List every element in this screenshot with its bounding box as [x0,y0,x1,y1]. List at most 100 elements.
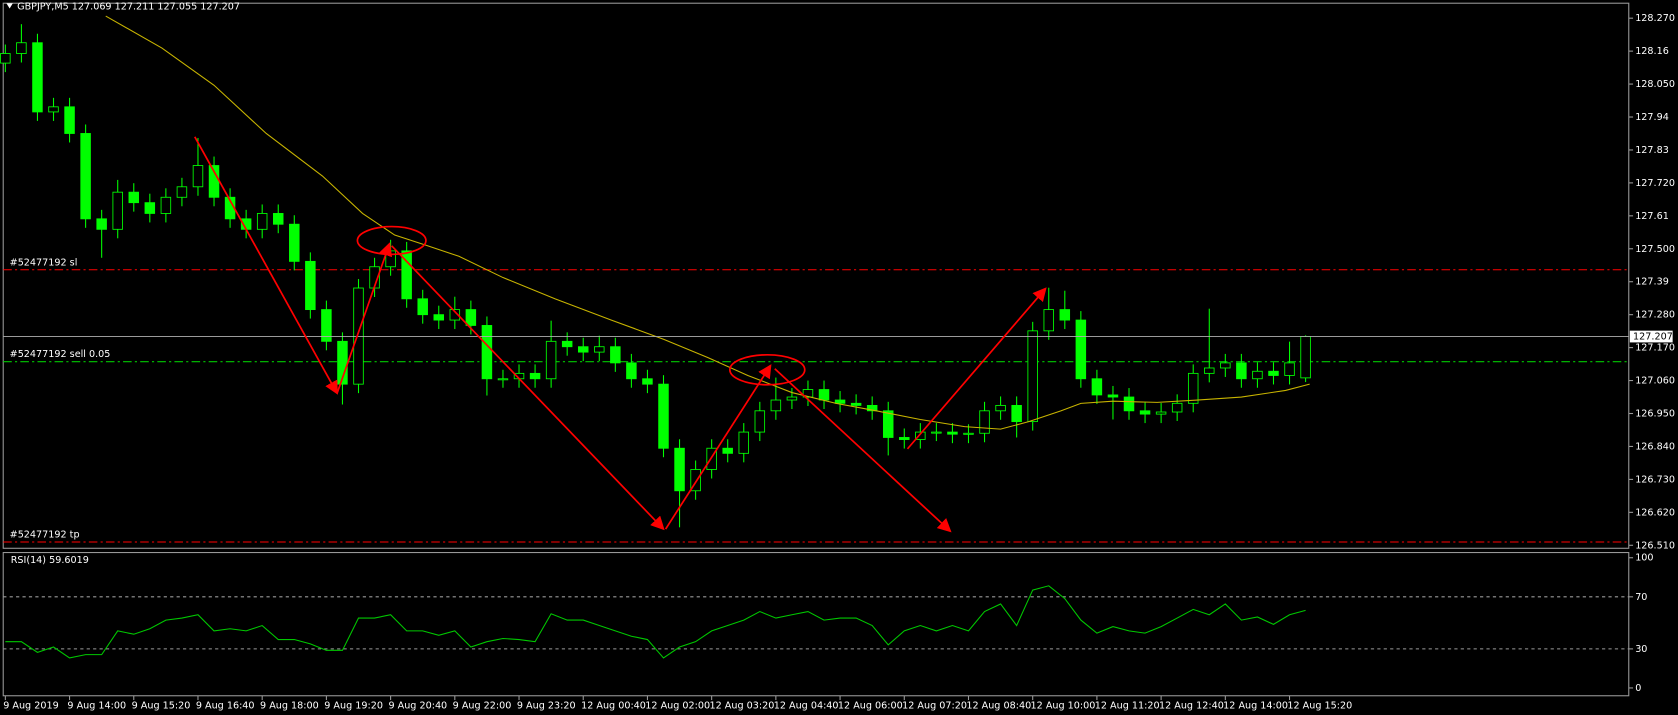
candle-body [947,431,958,435]
candle-body [289,223,300,262]
candle-body [128,191,140,204]
annotations [194,136,1047,533]
candle-body [272,213,284,225]
x-tick-label: 9 Aug 20:40 [388,700,447,711]
x-tick-label: 12 Aug 15:20 [1287,700,1352,711]
y-tick-label: 100 [1635,553,1653,564]
candle-body [915,431,926,440]
highlight-ellipse [728,353,806,386]
candle-body [80,133,91,220]
y-tick-label: 128.16 [1635,46,1669,57]
x-tick-label: 12 Aug 00:40 [581,700,646,711]
candle-body [1059,309,1071,321]
order-label: #52477192 tp [10,530,80,541]
y-tick-label: 127.060 [1635,376,1675,387]
candle-body [866,404,878,412]
candle-body [770,399,782,412]
candle-body [160,196,172,214]
candle-body [417,298,428,316]
candle-body [1091,378,1103,396]
x-tick-label: 9 Aug 14:00 [67,700,126,711]
y-tick-label: 127.94 [1635,112,1669,123]
y-tick-label: 127.280 [1635,310,1675,321]
y-tick-label: 128.050 [1635,79,1675,90]
x-tick-label: 9 Aug 2019 [3,700,58,711]
candle-body [433,314,445,321]
candle-body [1252,370,1263,380]
x-tick-label: 9 Aug 15:20 [132,700,191,711]
candle-body [192,165,204,188]
order-label: #52477192 sl [10,257,78,268]
y-tick-label: 127.61 [1635,211,1669,222]
candle-body [0,53,11,64]
y-tick-label: 126.840 [1635,441,1675,452]
candle-body [401,250,412,300]
highlight-ellipse [356,225,427,256]
x-tick-label: 12 Aug 07:20 [902,700,967,711]
order-label: #52477192 sell 0.05 [10,349,111,360]
candle-body [786,396,798,401]
y-tick-label: 126.950 [1635,409,1675,420]
x-tick-label: 12 Aug 08:40 [966,700,1031,711]
candle-body [610,346,621,364]
y-tick-label: 127.83 [1635,145,1669,156]
candle-body [1187,372,1199,404]
candle-body [754,410,766,433]
candle-body [48,106,59,113]
candle-body [738,431,750,454]
candle-body [144,202,156,214]
candle-body [96,218,107,230]
candle-body [1204,367,1215,374]
candle-body [1236,362,1247,380]
candle-body [577,346,589,353]
candle-body [16,42,27,54]
candle-body [882,410,894,438]
candle-body [690,469,701,492]
y-tick-label: 127.720 [1635,178,1675,189]
y-tick-label: 126.730 [1635,474,1675,485]
x-tick-label: 12 Aug 11:20 [1095,700,1160,711]
candle-body [818,389,830,401]
candle-body [979,410,990,434]
candle-body [561,340,573,348]
candle-body [64,106,75,134]
candle-body [899,437,910,440]
x-tick-label: 12 Aug 02:00 [645,700,710,711]
candle-body [594,346,605,353]
candle-body [1027,330,1038,423]
candle-body [626,362,637,380]
last-price-box [1629,330,1673,343]
candle-body [674,447,685,492]
x-tick-label: 9 Aug 16:40 [196,700,255,711]
candle-body [1043,309,1054,332]
last-price-label: 127.207 [1633,332,1673,343]
x-tick-label: 12 Aug 10:00 [1031,700,1096,711]
y-tick-label: 126.620 [1635,507,1675,518]
x-tick-label: 12 Aug 03:20 [710,700,775,711]
candle-body [642,378,653,385]
rsi-line [5,585,1306,659]
candle-body [1123,396,1135,412]
candle-body [1139,410,1151,415]
candle-body [465,309,477,326]
candle-body [305,260,316,311]
candle-body [529,372,541,380]
candle-body [321,309,332,342]
x-tick-label: 9 Aug 23:20 [517,700,576,711]
candle-body [706,447,717,470]
candle-body [1075,319,1087,380]
candle-body [1155,411,1167,415]
candle-body [176,186,188,198]
trend-arrow [391,245,665,531]
x-tick-label: 9 Aug 18:00 [260,700,319,711]
candle-body [931,431,942,434]
candle-body [1284,362,1295,376]
x-tick-label: 9 Aug 22:00 [453,700,512,711]
candle-body [545,340,557,380]
candle-body [353,287,364,385]
collapse-icon[interactable] [6,3,13,9]
candle-body [449,309,461,321]
